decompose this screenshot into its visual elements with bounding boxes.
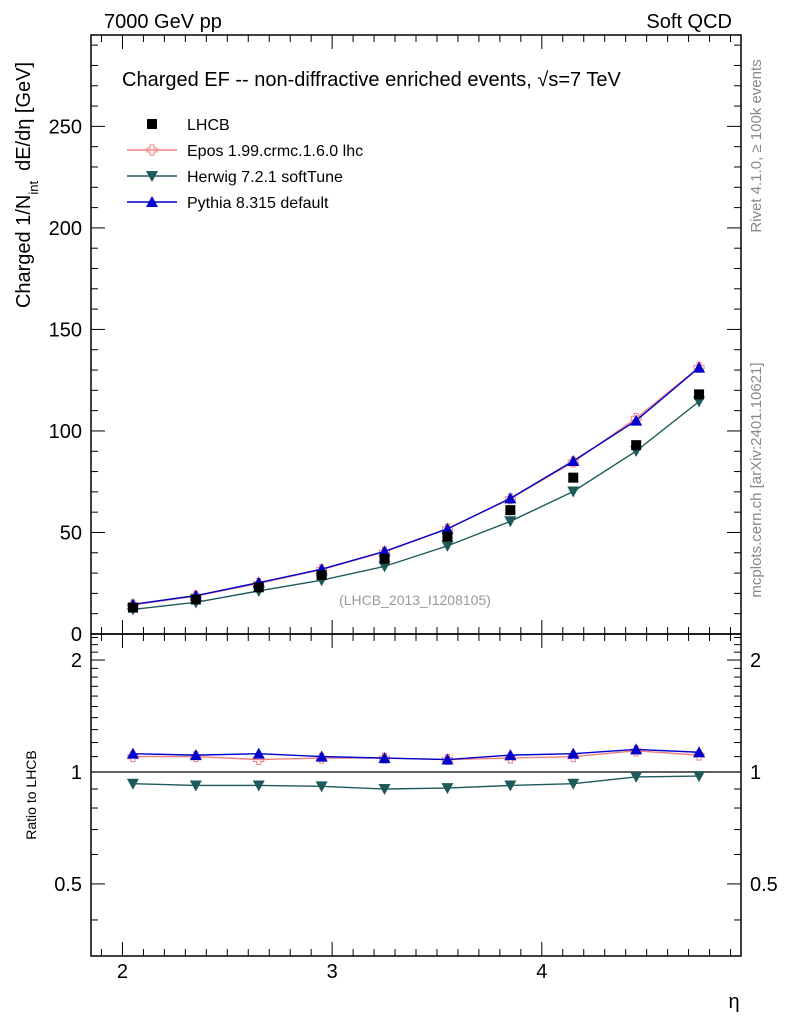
y-tick-label: 250 [49, 116, 82, 138]
y-axis-label-tail: dE/dη [GeV] [13, 62, 35, 171]
ratio-frame [90, 633, 742, 957]
ratio-marker [378, 752, 391, 764]
ratio-tick-label-left: 2 [71, 650, 82, 672]
series-marker [441, 522, 454, 534]
ratio-marker [441, 753, 454, 765]
ratio-marker [693, 771, 706, 783]
ratio-line [132, 748, 700, 761]
series-marker [504, 516, 517, 528]
data-point [442, 531, 453, 542]
ratio-tick-label-right: 2 [750, 650, 761, 672]
y-tick-label: 50 [60, 522, 82, 544]
legend-marker [146, 196, 158, 207]
ratio-tick-label-left: 0.5 [54, 874, 82, 896]
ratio-marker [189, 780, 202, 792]
series-line [132, 367, 700, 606]
ratio-marker [126, 747, 139, 759]
series-marker [630, 414, 643, 426]
data-point [694, 389, 705, 400]
data-point [253, 582, 264, 593]
main-panel: 0 50 100 150 200 250 [49, 34, 742, 646]
x-tick-label: 2 [117, 961, 128, 983]
ratio-marker [693, 746, 706, 758]
chart-title: Charged EF -- non-diffractive enriched e… [122, 69, 621, 91]
ratio-marker [441, 783, 454, 795]
series-line [132, 366, 700, 606]
ratio-tick-label-right: 1 [750, 762, 761, 784]
legend-label: Epos 1.99.crmc.1.6.0 lhc [187, 143, 363, 160]
series-marker [693, 361, 706, 373]
ratio-tick-label-right: 0.5 [750, 874, 778, 896]
ratio-marker [630, 771, 643, 783]
ratio-marker [504, 749, 517, 761]
ratio-marker [252, 747, 265, 759]
series-line [132, 400, 700, 611]
ratio-marker [126, 778, 139, 790]
x-axis-label: η [728, 991, 739, 1013]
ratio-marker [378, 784, 391, 796]
header-left: 7000 GeV pp [104, 11, 222, 33]
ratio-marker [504, 780, 517, 792]
ratio-marker [567, 747, 580, 759]
data-point [379, 553, 390, 564]
ratio-tick-label-left: 1 [71, 762, 82, 784]
data-point [631, 440, 642, 451]
data-point [190, 594, 201, 605]
series-marker [567, 455, 580, 467]
ratio-line [132, 775, 700, 790]
series-marker [378, 545, 391, 557]
y-axis-label: Charged 1/Nint dE/dη [GeV] [13, 62, 41, 308]
legend: LHCB Epos 1.99.crmc.1.6.0 lhc Herwig 7.2.1… [127, 117, 363, 212]
series-marker [567, 486, 580, 498]
ratio-marker [189, 749, 202, 761]
data-point [127, 602, 138, 613]
y-tick-label: 150 [49, 319, 82, 341]
legend-label: Herwig 7.2.1 softTune [187, 169, 343, 186]
y-axis-label-sub: int [26, 181, 41, 195]
x-tick-label: 4 [536, 961, 547, 983]
legend-marker [146, 144, 158, 156]
rivet-label: Rivet 4.1.0, ≥ 100k events [748, 59, 765, 232]
y-axis-label-main: Charged 1/N [13, 195, 35, 308]
series-marker [378, 561, 391, 573]
series-marker [441, 540, 454, 552]
ratio-marker [315, 750, 328, 762]
header-right: Soft QCD [646, 11, 732, 33]
legend-marker [146, 171, 158, 182]
mcplots-label: mcplots.cern.ch [arXiv:2401.10621] [748, 362, 765, 597]
y-tick-label: 100 [49, 421, 82, 443]
y-tick-label: 200 [49, 218, 82, 240]
ratio-marker [315, 781, 328, 793]
data-point [316, 570, 327, 581]
legend-label: Pythia 8.315 default [187, 195, 329, 212]
ratio-marker [630, 743, 643, 755]
y-tick-label: 0 [71, 624, 82, 646]
ratio-marker [567, 778, 580, 790]
data-point [505, 505, 516, 516]
analysis-watermark: (LHCB_2013_I1208105) [339, 592, 491, 608]
legend-label: LHCB [187, 117, 230, 134]
legend-marker [147, 119, 157, 129]
data-point [568, 472, 579, 483]
x-tick-label: 3 [327, 961, 338, 983]
ratio-marker [252, 780, 265, 792]
ratio-axis-label: Ratio to LHCB [23, 750, 39, 839]
ratio-panel: 2 3 4 0.5 0.5 1 1 2 2 [54, 633, 778, 983]
series-marker [504, 492, 517, 504]
